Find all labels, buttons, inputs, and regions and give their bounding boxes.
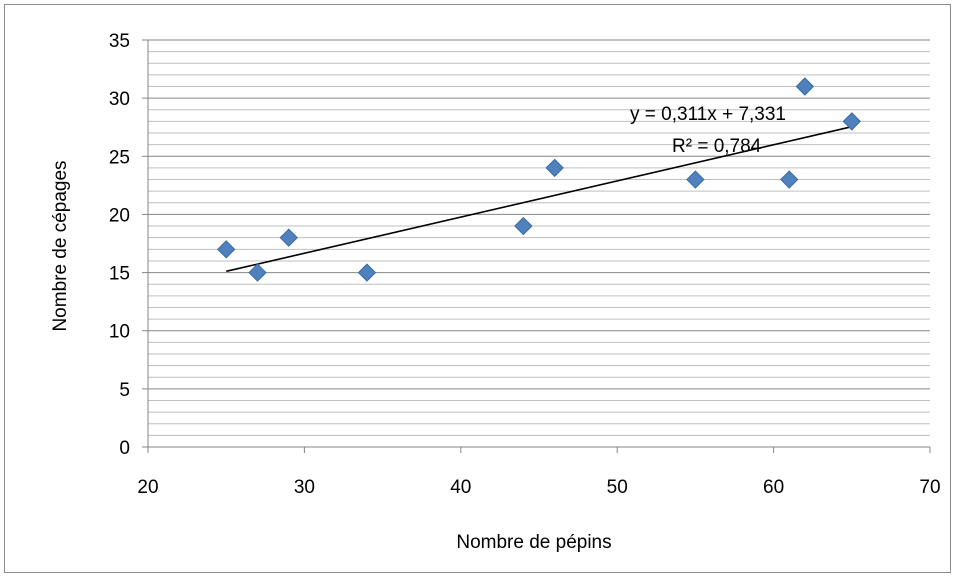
grid-lines xyxy=(148,39,930,436)
data-point xyxy=(686,170,705,189)
x-tick-label: 20 xyxy=(137,477,158,498)
annotations: y = 0,311x + 7,331 R² = 0,784 xyxy=(630,104,786,157)
y-tick-label: 25 xyxy=(109,147,130,168)
scatter-chart: 0 5 10 15 20 25 30 35 20 30 40 50 60 70 y = 0,311x +… xyxy=(50,31,941,553)
data-point xyxy=(545,158,564,178)
data-points xyxy=(216,77,862,282)
y-tick-label: 35 xyxy=(109,31,130,52)
data-point xyxy=(248,263,267,282)
data-point xyxy=(842,112,862,131)
y-tick-label: 0 xyxy=(119,438,130,459)
trendline-group xyxy=(226,125,852,273)
data-point xyxy=(279,228,298,247)
x-tick-label: 60 xyxy=(763,477,784,498)
y-tick-label: 10 xyxy=(109,322,130,343)
trendline-equation: y = 0,311x + 7,331 xyxy=(630,104,786,125)
r-squared-label: R² = 0,784 xyxy=(672,136,762,157)
x-tick-label: 50 xyxy=(607,477,628,498)
x-tick-labels: 20 30 40 50 60 70 xyxy=(137,477,940,498)
x-tick-label: 40 xyxy=(450,477,471,498)
data-point xyxy=(514,216,533,236)
data-point xyxy=(216,240,236,259)
trendline xyxy=(226,125,852,273)
x-tick-label: 70 xyxy=(919,477,940,498)
y-tick-label: 5 xyxy=(119,380,130,401)
data-point xyxy=(795,77,815,96)
x-axis-title: Nombre de pépins xyxy=(456,532,611,553)
y-tick-labels: 0 5 10 15 20 25 30 35 xyxy=(109,31,130,459)
x-tick-label: 30 xyxy=(294,477,315,498)
y-tick-label: 30 xyxy=(109,89,130,110)
chart-frame: 0 5 10 15 20 25 30 35 20 30 40 50 60 70 y = 0,311x +… xyxy=(4,4,951,573)
y-axis-title: Nombre de cépages xyxy=(50,160,71,331)
y-tick-label: 15 xyxy=(109,264,130,285)
axes xyxy=(142,39,931,453)
y-tick-label: 20 xyxy=(109,205,130,226)
data-point xyxy=(357,263,377,282)
data-point xyxy=(780,170,799,189)
